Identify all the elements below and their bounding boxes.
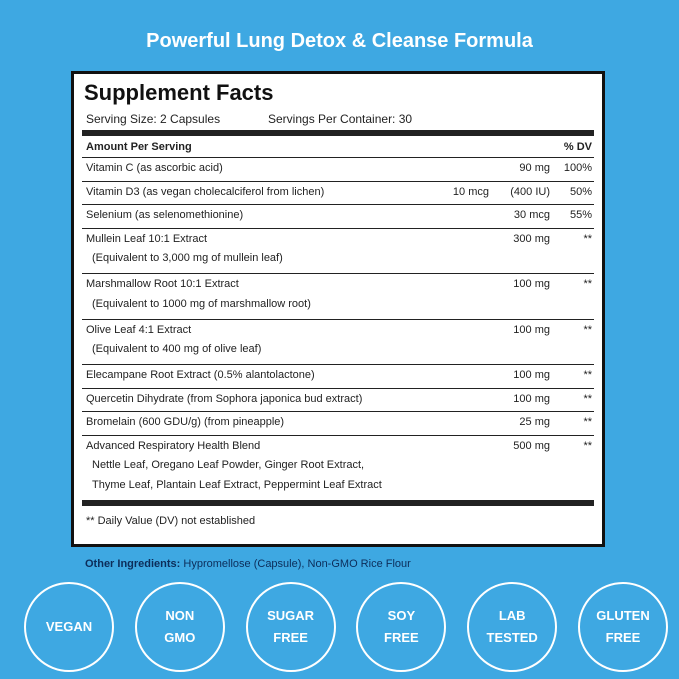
amount: 100 mg bbox=[513, 369, 550, 381]
header-amount: Amount Per Serving bbox=[86, 141, 192, 153]
ingredient-name: Vitamin C (as ascorbic acid) bbox=[86, 162, 223, 174]
servings-per-container: Servings Per Container: 30 bbox=[268, 112, 413, 126]
ingredient-name: Elecampane Root Extract (0.5% alantolact… bbox=[86, 369, 315, 381]
ingredient-name: Bromelain (600 GDU/g) (from pineapple) bbox=[86, 416, 285, 428]
amount: 90 mg bbox=[519, 162, 550, 174]
badge-text: VEGAN bbox=[45, 619, 93, 634]
badge-text: NON bbox=[165, 608, 195, 623]
ingredient-detail: Nettle Leaf, Oregano Leaf Powder, Ginger… bbox=[92, 459, 365, 471]
badge-text: GMO bbox=[164, 630, 196, 645]
badge: SUGAR FREE bbox=[245, 582, 336, 672]
badge: VEGAN bbox=[24, 582, 114, 672]
thick-rule bbox=[82, 499, 594, 506]
serving-size: Serving Size: 2 Capsules bbox=[86, 112, 221, 126]
ingredient-detail: (Equivalent to 1000 mg of marshmallow ro… bbox=[92, 297, 311, 310]
dv: 50% bbox=[569, 185, 592, 198]
ingredient-detail: (Equivalent to 400 mg of olive leaf) bbox=[92, 343, 262, 355]
ingredient-name: Mullein Leaf 10:1 Extract bbox=[86, 232, 208, 245]
supplement-panel: Supplement Facts Serving Size: 2 Capsule… bbox=[71, 71, 605, 547]
other-text: Hypromellose (Capsule), Non-GMO Rice Flo… bbox=[183, 558, 411, 570]
ingredient-detail: (Equivalent to 3,000 mg of mullein leaf) bbox=[92, 252, 283, 264]
badge-text: FREE bbox=[605, 630, 641, 645]
badge: NON GMO bbox=[134, 582, 225, 672]
dv: ** bbox=[583, 369, 592, 381]
badge-text: LAB bbox=[498, 608, 526, 623]
ingredient-name: Vitamin D3 (as vegan cholecalciferol fro… bbox=[86, 185, 325, 198]
badge: SOY FREE bbox=[356, 582, 447, 672]
dv: ** bbox=[583, 323, 592, 336]
ingredient-name: Olive Leaf 4:1 Extract bbox=[86, 323, 192, 336]
amount: 30 mcg bbox=[513, 209, 550, 221]
other-label: Other Ingredients: bbox=[85, 558, 181, 570]
ingredient-name: Advanced Respiratory Health Blend bbox=[86, 439, 261, 452]
amount: 100 mg bbox=[513, 392, 550, 405]
amount: 100 mg bbox=[513, 323, 550, 336]
ingredient-detail: Thyme Leaf, Plantain Leaf Extract, Peppe… bbox=[92, 478, 382, 491]
row-rule bbox=[82, 204, 594, 205]
amount: 100 mg bbox=[513, 278, 550, 290]
dv: ** bbox=[583, 278, 592, 290]
row-rule bbox=[82, 434, 594, 436]
badge: GLUTEN FREE bbox=[578, 582, 668, 672]
dv: ** bbox=[583, 392, 592, 405]
panel-heading: Supplement Facts bbox=[84, 80, 274, 105]
dv: ** bbox=[583, 416, 592, 428]
badge-text: GLUTEN bbox=[596, 608, 650, 623]
amount: 500 mg bbox=[513, 439, 550, 452]
ingredient-name: Quercetin Dihydrate (from Sophora japoni… bbox=[86, 392, 363, 405]
row-rule bbox=[82, 318, 594, 320]
badge-text: SOY bbox=[387, 608, 416, 623]
row-rule bbox=[82, 273, 594, 274]
header-dv: % DV bbox=[563, 141, 592, 153]
badge-text: SUGAR bbox=[267, 608, 315, 623]
dv: ** bbox=[583, 439, 592, 452]
title: Powerful Lung Detox & Cleanse Formula bbox=[146, 30, 533, 52]
footnote: ** Daily Value (DV) not established bbox=[86, 514, 256, 527]
other-ingredients: Other Ingredients: Hypromellose (Capsule… bbox=[85, 558, 411, 570]
row-rule bbox=[82, 387, 594, 389]
row-rule bbox=[82, 227, 594, 229]
row-rule bbox=[82, 411, 594, 412]
badge-text: FREE bbox=[273, 630, 308, 645]
dv: ** bbox=[583, 232, 592, 245]
ingredient-name: Marshmallow Root 10:1 Extract bbox=[86, 278, 239, 290]
amount: 25 mg bbox=[519, 416, 550, 428]
dv: 100% bbox=[563, 162, 592, 174]
row-rule bbox=[82, 180, 594, 182]
amount: (400 IU) bbox=[510, 185, 550, 198]
row-rule bbox=[82, 157, 594, 158]
badge-text: TESTED bbox=[486, 630, 538, 645]
amount: 300 mg bbox=[513, 232, 550, 245]
thick-rule bbox=[82, 130, 594, 136]
dv: 55% bbox=[569, 209, 592, 221]
row-rule bbox=[82, 364, 594, 365]
ingredient-name: Selenium (as selenomethionine) bbox=[86, 209, 244, 221]
amount-alt: 10 mcg bbox=[452, 185, 489, 198]
badge: LAB TESTED bbox=[467, 582, 558, 672]
badge-text: FREE bbox=[384, 630, 419, 645]
